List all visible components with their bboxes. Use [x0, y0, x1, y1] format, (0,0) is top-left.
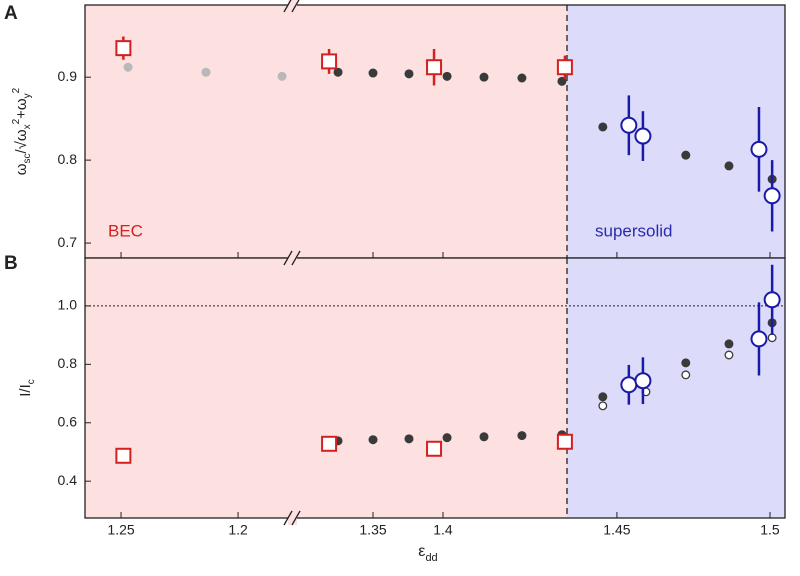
data-point [681, 358, 691, 368]
x-tick-label: 1.4 [433, 522, 453, 538]
data-point [368, 68, 378, 78]
x-axis-label-main: ε [418, 543, 425, 560]
x-tick-label: 1.25 [107, 522, 134, 538]
y-axis-label-part: 2 [11, 87, 22, 93]
data-point [724, 339, 734, 349]
data-point [634, 127, 652, 145]
data-point [442, 433, 452, 443]
y-tick-label: 0.9 [58, 68, 78, 84]
data-point [750, 140, 768, 158]
data-point [763, 187, 781, 205]
data-point [115, 40, 132, 57]
y-tick-label: 0.6 [58, 413, 78, 429]
region-label: supersolid [595, 221, 673, 240]
data-point [123, 62, 133, 72]
x-tick-label: 1.2 [228, 522, 248, 538]
y-tick-label: 0.8 [58, 355, 78, 371]
axis-break [283, 0, 292, 13]
x-tick-label: 1.45 [603, 522, 630, 538]
data-point [598, 401, 608, 411]
y-axis-label-part: +ω [13, 98, 30, 119]
panel-label: B [4, 253, 18, 274]
data-point [750, 330, 768, 348]
y-axis-label-part: I/I [17, 384, 34, 397]
data-point [517, 73, 527, 83]
axis-break-gap [288, 0, 297, 12]
data-point [724, 350, 734, 360]
data-point [634, 372, 652, 390]
data-point [681, 150, 691, 160]
data-point [321, 53, 338, 70]
region-background [567, 5, 785, 258]
data-point [426, 440, 443, 457]
x-axis-label-sub: dd [425, 552, 437, 564]
region-background [85, 258, 290, 518]
y-axis-label-part: y [22, 93, 33, 98]
data-point [681, 370, 691, 380]
y-axis-label-part: 2 [11, 118, 22, 124]
data-point [556, 433, 573, 450]
data-point [115, 447, 132, 464]
data-point [404, 69, 414, 79]
data-point [426, 59, 443, 76]
region-background [290, 258, 567, 518]
x-axis-label: εdd [418, 543, 437, 564]
plot-frame [84, 257, 786, 519]
x-tick-label: 1.35 [359, 522, 386, 538]
y-axis-label-part: ω [13, 129, 30, 141]
data-point [442, 71, 452, 81]
y-axis-label-part: c [26, 379, 37, 384]
data-point [201, 67, 211, 77]
data-point [767, 333, 777, 343]
axis-break [291, 0, 300, 13]
region-background [290, 5, 567, 258]
region-background [567, 258, 785, 518]
y-axis-label-part: ω [13, 163, 30, 175]
region-label: BEC [108, 221, 143, 240]
axis-break-gap [288, 511, 297, 525]
data-point [368, 435, 378, 445]
data-point [479, 72, 489, 82]
y-axis-label-part: sc [22, 154, 33, 164]
data-point [763, 291, 781, 309]
axis-break [291, 250, 301, 266]
data-point [404, 434, 414, 444]
y-axis-label-part: /√ [13, 140, 30, 153]
data-point [517, 431, 527, 441]
axis-break [283, 250, 293, 266]
axis-break [291, 510, 301, 526]
axis-break-gap [288, 251, 297, 265]
y-tick-label: 0.8 [58, 151, 78, 167]
x-tick-label: 1.5 [760, 522, 780, 538]
data-point [479, 432, 489, 442]
data-point [321, 435, 338, 452]
data-point [620, 376, 638, 394]
data-point [333, 67, 343, 77]
data-point [277, 71, 287, 81]
y-tick-label: 0.4 [58, 472, 78, 488]
data-point [620, 116, 638, 134]
panel-label: A [4, 3, 18, 24]
y-axis-label-part: x [22, 124, 33, 129]
y-tick-label: 0.7 [58, 234, 78, 250]
data-point [724, 161, 734, 171]
y-tick-label: 1.0 [58, 297, 78, 313]
axis-break [283, 510, 293, 526]
data-point [556, 59, 573, 76]
data-point [598, 392, 608, 402]
data-point [598, 122, 608, 132]
data-point [557, 76, 567, 86]
y-axis-label: I/Ic [17, 379, 37, 397]
y-axis-label: ωsc/√ωx2+ωy2 [11, 87, 33, 175]
